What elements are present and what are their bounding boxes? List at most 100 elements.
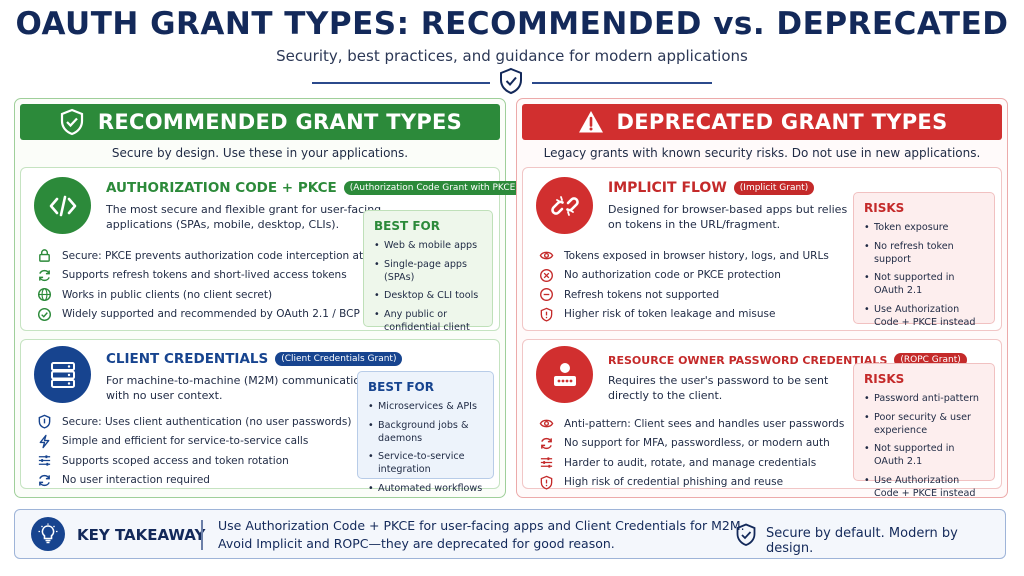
list-item: No user interaction required bbox=[37, 471, 351, 491]
auth-code-desc: The most secure and flexible grant for u… bbox=[106, 203, 382, 231]
alert-shield-icon bbox=[540, 307, 553, 322]
user-password-icon bbox=[536, 346, 593, 403]
client-credentials-card: CLIENT CREDENTIALS (Client Credentials G… bbox=[20, 339, 500, 495]
implicit-desc: Designed for browser-based apps but reli… bbox=[608, 203, 848, 231]
lock-icon bbox=[39, 249, 50, 263]
client-credentials-best-for: BEST FOR Microservices & APIs Background… bbox=[357, 371, 494, 495]
list-item: Tokens exposed in browser history, logs,… bbox=[539, 246, 829, 266]
key-tagline: Secure by default. Modern by design. bbox=[766, 526, 958, 556]
client-credentials-title: CLIENT CREDENTIALS (Client Credentials G… bbox=[106, 351, 403, 367]
list-item: Web & mobile apps bbox=[374, 239, 482, 252]
key-divider bbox=[201, 520, 203, 550]
code-icon bbox=[34, 177, 91, 234]
list-item: Anti-pattern: Client sees and handles us… bbox=[539, 414, 844, 434]
refresh-icon bbox=[541, 437, 552, 449]
shield-check-icon bbox=[736, 523, 756, 546]
key-takeaway-label: KEY TAKEAWAY bbox=[77, 526, 206, 544]
check-circle-icon bbox=[37, 307, 52, 321]
recommended-banner: RECOMMENDED GRANT TYPES bbox=[20, 104, 500, 140]
minus-circle-icon bbox=[540, 288, 553, 302]
server-icon bbox=[34, 346, 91, 403]
list-item: Not supported in OAuth 2.1 bbox=[864, 271, 984, 297]
best-for-heading: BEST FOR bbox=[374, 219, 440, 233]
list-item: Service-to-service integration bbox=[368, 450, 483, 476]
list-item: Widely supported and recommended by OAut… bbox=[37, 305, 391, 325]
ropc-risks: RISKS Password anti-pattern Poor securit… bbox=[853, 363, 995, 499]
client-credentials-desc: For machine-to-machine (M2M) communicati… bbox=[106, 374, 368, 402]
page-subtitle: Security, best practices, and guidance f… bbox=[276, 47, 748, 65]
list-item: Supports refresh tokens and short-lived … bbox=[37, 266, 391, 286]
list-item: Microservices & APIs bbox=[368, 400, 483, 413]
client-credentials-pill: (Client Credentials Grant) bbox=[275, 352, 403, 366]
list-item: Use Authorization Code + PKCE instead bbox=[864, 474, 984, 500]
list-item: Password anti-pattern bbox=[864, 392, 984, 405]
list-item: Automated workflows bbox=[368, 482, 483, 495]
list-item: Use Authorization Code + PKCE instead bbox=[864, 303, 984, 329]
list-item: Secure: Uses client authentication (no u… bbox=[37, 412, 351, 432]
lightning-icon bbox=[39, 434, 50, 448]
deprecated-panel: DEPRECATED GRANT TYPES Legacy grants wit… bbox=[516, 98, 1008, 499]
auth-code-card: AUTHORIZATION CODE + PKCE (Authorization… bbox=[20, 167, 525, 333]
recommended-panel: RECOMMENDED GRANT TYPES Secure by design… bbox=[14, 98, 525, 498]
risks-heading: RISKS bbox=[864, 372, 905, 386]
list-item: No authorization code or PKCE protection bbox=[539, 266, 829, 286]
best-for-heading: BEST FOR bbox=[368, 380, 434, 394]
auth-code-features: Secure: PKCE prevents authorization code… bbox=[37, 246, 391, 324]
list-item: Higher risk of token leakage and misuse bbox=[539, 305, 829, 325]
client-credentials-features: Secure: Uses client authentication (no u… bbox=[37, 412, 351, 490]
sliders-icon bbox=[540, 457, 553, 468]
eye-icon bbox=[539, 419, 554, 428]
shield-check-icon bbox=[60, 108, 84, 136]
list-item: Poor security & user experience bbox=[864, 411, 984, 437]
broken-link-icon bbox=[536, 177, 593, 234]
deprecated-subtitle: Legacy grants with known security risks.… bbox=[543, 146, 981, 160]
lightbulb-icon bbox=[31, 517, 65, 551]
list-item: High risk of credential phishing and reu… bbox=[539, 473, 844, 493]
warning-icon bbox=[578, 111, 603, 133]
ropc-features: Anti-pattern: Client sees and handles us… bbox=[539, 414, 844, 492]
list-item: Single-page apps (SPAs) bbox=[374, 258, 482, 284]
x-circle-icon bbox=[540, 268, 553, 282]
list-item: No refresh token support bbox=[864, 240, 984, 266]
shield-icon bbox=[38, 414, 51, 429]
list-item: Supports scoped access and token rotatio… bbox=[37, 451, 351, 471]
risks-heading: RISKS bbox=[864, 201, 905, 215]
list-item: Any public or confidential client bbox=[374, 308, 482, 334]
key-takeaway-bar: KEY TAKEAWAY Use Authorization Code + PK… bbox=[14, 509, 1006, 559]
eye-icon bbox=[539, 251, 554, 260]
deprecated-heading: DEPRECATED GRANT TYPES bbox=[616, 110, 948, 134]
implicit-pill: (Implicit Grant) bbox=[733, 181, 815, 195]
ropc-card: RESOURCE OWNER PASSWORD CREDENTIALS (ROP… bbox=[522, 339, 1002, 499]
list-item: Simple and efficient for service-to-serv… bbox=[37, 432, 351, 452]
auth-code-best-for: BEST FOR Web & mobile apps Single-page a… bbox=[363, 210, 493, 333]
page-title: OAUTH GRANT TYPES: RECOMMENDED vs. DEPRE… bbox=[15, 6, 1009, 42]
list-item: Refresh tokens not supported bbox=[539, 285, 829, 305]
list-item: Token exposure bbox=[864, 221, 984, 234]
recommended-subtitle: Secure by design. Use these in your appl… bbox=[111, 146, 409, 160]
auth-code-title: AUTHORIZATION CODE + PKCE (Authorization… bbox=[106, 180, 525, 196]
list-item: Background jobs & daemons bbox=[368, 419, 483, 445]
divider-right bbox=[532, 82, 712, 84]
implicit-title: IMPLICIT FLOW (Implicit Grant) bbox=[608, 180, 815, 196]
list-item: Harder to audit, rotate, and manage cred… bbox=[539, 453, 844, 473]
implicit-card: IMPLICIT FLOW (Implicit Grant) Designed … bbox=[522, 167, 1002, 331]
globe-icon bbox=[37, 288, 52, 302]
list-item: Desktop & CLI tools bbox=[374, 289, 482, 302]
deprecated-banner: DEPRECATED GRANT TYPES bbox=[522, 104, 1002, 140]
refresh-icon bbox=[39, 269, 50, 281]
implicit-features: Tokens exposed in browser history, logs,… bbox=[539, 246, 829, 324]
key-takeaway-text: Use Authorization Code + PKCE for user-f… bbox=[218, 518, 745, 551]
recommended-heading: RECOMMENDED GRANT TYPES bbox=[97, 110, 463, 134]
implicit-risks: RISKS Token exposure No refresh token su… bbox=[853, 192, 995, 328]
list-item: Secure: PKCE prevents authorization code… bbox=[37, 246, 391, 266]
refresh-icon bbox=[39, 474, 50, 486]
list-item: No support for MFA, passwordless, or mod… bbox=[539, 434, 844, 454]
sliders-icon bbox=[38, 455, 51, 466]
alert-shield-icon bbox=[540, 475, 553, 490]
ropc-desc: Requires the user's password to be sent … bbox=[608, 374, 829, 402]
divider-left bbox=[312, 82, 490, 84]
list-item: Not supported in OAuth 2.1 bbox=[864, 442, 984, 468]
auth-code-pill: (Authorization Code Grant with PKCE) bbox=[343, 181, 525, 195]
list-item: Works in public clients (no client secre… bbox=[37, 285, 391, 305]
shield-check-icon bbox=[500, 67, 522, 95]
